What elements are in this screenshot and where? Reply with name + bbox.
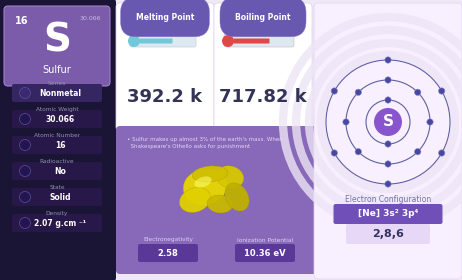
FancyBboxPatch shape bbox=[130, 34, 196, 47]
Circle shape bbox=[343, 119, 349, 125]
Text: S: S bbox=[383, 115, 394, 129]
Ellipse shape bbox=[216, 166, 244, 188]
FancyBboxPatch shape bbox=[140, 39, 172, 43]
Text: Atomic Weight: Atomic Weight bbox=[36, 107, 79, 112]
FancyBboxPatch shape bbox=[12, 110, 102, 128]
FancyBboxPatch shape bbox=[0, 0, 116, 280]
FancyBboxPatch shape bbox=[12, 162, 102, 180]
FancyBboxPatch shape bbox=[346, 224, 430, 244]
Text: Ionization Potential: Ionization Potential bbox=[237, 237, 293, 242]
Text: 30.066: 30.066 bbox=[79, 16, 101, 21]
Circle shape bbox=[19, 113, 30, 125]
FancyBboxPatch shape bbox=[12, 84, 102, 102]
FancyBboxPatch shape bbox=[116, 3, 214, 131]
Text: No: No bbox=[54, 167, 66, 176]
Circle shape bbox=[19, 87, 30, 99]
Circle shape bbox=[385, 77, 391, 83]
Ellipse shape bbox=[225, 183, 249, 211]
Circle shape bbox=[19, 139, 30, 151]
Text: • Sulfur makes up almost 3% of the earth's mass. When
  Shakespeare's Othello as: • Sulfur makes up almost 3% of the earth… bbox=[127, 137, 283, 149]
Circle shape bbox=[19, 192, 30, 202]
Text: Solid: Solid bbox=[49, 193, 71, 202]
Circle shape bbox=[331, 150, 338, 156]
Circle shape bbox=[414, 148, 421, 155]
FancyBboxPatch shape bbox=[4, 6, 110, 86]
Circle shape bbox=[427, 119, 433, 125]
FancyBboxPatch shape bbox=[334, 204, 443, 224]
Text: 16: 16 bbox=[55, 141, 65, 150]
Text: Electronegativity: Electronegativity bbox=[143, 237, 193, 242]
Circle shape bbox=[355, 89, 361, 95]
FancyBboxPatch shape bbox=[214, 3, 312, 131]
Circle shape bbox=[385, 181, 391, 187]
Text: 717.82 k: 717.82 k bbox=[219, 88, 307, 106]
Circle shape bbox=[385, 141, 391, 147]
FancyBboxPatch shape bbox=[12, 188, 102, 206]
Text: Nonmetal: Nonmetal bbox=[39, 88, 81, 97]
Circle shape bbox=[331, 88, 338, 94]
Ellipse shape bbox=[183, 169, 227, 205]
Circle shape bbox=[374, 108, 402, 136]
Ellipse shape bbox=[195, 176, 212, 188]
Circle shape bbox=[414, 89, 421, 95]
Text: Melting Point: Melting Point bbox=[136, 13, 194, 22]
FancyBboxPatch shape bbox=[138, 244, 198, 262]
FancyBboxPatch shape bbox=[314, 3, 462, 279]
Circle shape bbox=[385, 161, 391, 167]
Ellipse shape bbox=[179, 188, 211, 213]
Text: Radioactive: Radioactive bbox=[40, 159, 74, 164]
Text: Sulfur: Sulfur bbox=[43, 65, 71, 75]
Circle shape bbox=[355, 148, 361, 155]
Circle shape bbox=[222, 35, 234, 47]
Text: 2.58: 2.58 bbox=[158, 249, 178, 258]
Text: State: State bbox=[49, 185, 65, 190]
Text: S: S bbox=[43, 21, 71, 59]
Text: [Ne] 3s² 3p⁴: [Ne] 3s² 3p⁴ bbox=[358, 209, 418, 218]
Text: Density: Density bbox=[46, 211, 68, 216]
Circle shape bbox=[128, 35, 140, 47]
FancyBboxPatch shape bbox=[116, 126, 319, 274]
FancyBboxPatch shape bbox=[12, 214, 102, 232]
Ellipse shape bbox=[192, 166, 228, 182]
Circle shape bbox=[438, 150, 445, 156]
FancyBboxPatch shape bbox=[233, 39, 269, 43]
Text: 392.2 k: 392.2 k bbox=[128, 88, 202, 106]
Text: Boiling Point: Boiling Point bbox=[235, 13, 291, 22]
Text: 30.066: 30.066 bbox=[45, 115, 74, 123]
Circle shape bbox=[438, 88, 445, 94]
Circle shape bbox=[19, 165, 30, 176]
Circle shape bbox=[19, 218, 30, 228]
Circle shape bbox=[385, 57, 391, 63]
Ellipse shape bbox=[207, 195, 233, 213]
Text: Series: Series bbox=[48, 81, 66, 86]
Text: 16: 16 bbox=[15, 16, 29, 26]
Text: Atomic Number: Atomic Number bbox=[34, 133, 80, 138]
FancyBboxPatch shape bbox=[12, 136, 102, 154]
Text: 10.36 eV: 10.36 eV bbox=[244, 249, 286, 258]
FancyBboxPatch shape bbox=[224, 34, 294, 47]
Text: 2,8,6: 2,8,6 bbox=[372, 229, 404, 239]
Circle shape bbox=[385, 97, 391, 103]
Text: Electron Configuration: Electron Configuration bbox=[345, 195, 431, 204]
Text: 2.07 g.cm ⁻¹: 2.07 g.cm ⁻¹ bbox=[34, 218, 86, 227]
FancyBboxPatch shape bbox=[235, 244, 295, 262]
